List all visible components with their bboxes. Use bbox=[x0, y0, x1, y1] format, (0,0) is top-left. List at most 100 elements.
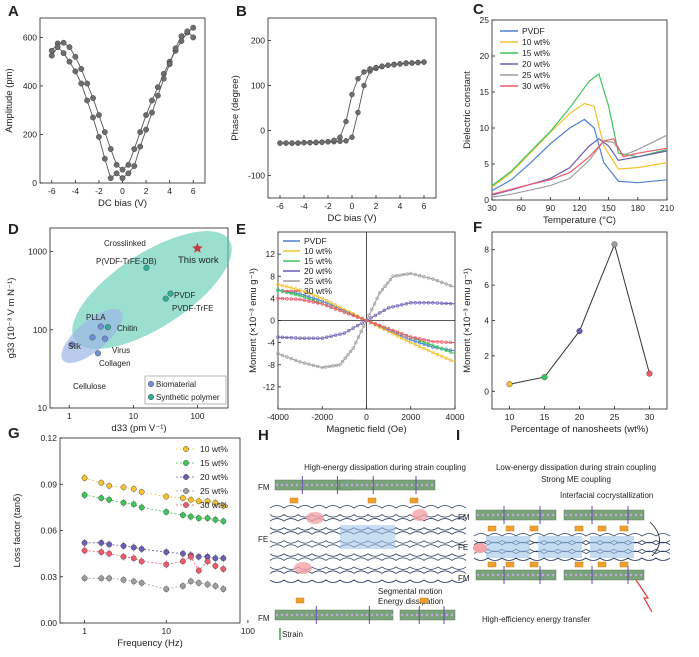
data-point bbox=[220, 566, 227, 572]
atom-dot bbox=[395, 483, 399, 487]
legend-item: Biomaterial bbox=[156, 380, 196, 389]
data-point bbox=[166, 61, 173, 68]
x-tick-label: 90 bbox=[546, 203, 556, 213]
data-point bbox=[280, 296, 285, 301]
data-point bbox=[391, 274, 395, 278]
data-point bbox=[413, 272, 417, 277]
data-point bbox=[409, 335, 413, 339]
data-point bbox=[405, 272, 409, 276]
series-line-moment bbox=[509, 242, 650, 385]
data-point bbox=[295, 140, 301, 146]
data-point bbox=[280, 353, 285, 358]
atom-dot bbox=[370, 613, 374, 617]
x-tick-label: -2000 bbox=[311, 412, 333, 422]
data-point bbox=[316, 364, 320, 369]
legend-item: 25 wt% bbox=[304, 276, 332, 286]
data-point bbox=[81, 475, 88, 481]
data-point bbox=[212, 516, 219, 523]
data-point bbox=[324, 365, 328, 369]
data-point bbox=[370, 307, 374, 312]
data-point bbox=[373, 313, 378, 318]
data-point bbox=[163, 509, 170, 515]
data-point bbox=[307, 299, 311, 303]
atom-dot bbox=[609, 513, 613, 517]
data-point bbox=[180, 558, 186, 565]
data-point bbox=[302, 361, 307, 365]
data-point bbox=[106, 496, 113, 503]
data-point bbox=[60, 50, 67, 57]
atom-dot bbox=[310, 483, 314, 487]
data-point bbox=[138, 580, 145, 586]
atom-dot bbox=[531, 513, 535, 517]
atom-dot bbox=[385, 483, 389, 487]
data-point bbox=[289, 297, 293, 301]
atom-dot bbox=[405, 483, 409, 487]
atom-dot bbox=[604, 573, 608, 577]
ferromagnetic-layer bbox=[475, 569, 557, 581]
data-point bbox=[143, 126, 149, 133]
data-point bbox=[302, 290, 307, 294]
data-point bbox=[48, 52, 55, 59]
atom-dot bbox=[481, 573, 485, 577]
point-annotation: P(VDF-TrFE-DB) bbox=[96, 257, 157, 266]
data-point bbox=[382, 308, 386, 313]
panel-h: High-energy dissipation during strain co… bbox=[258, 463, 467, 640]
atom-dot bbox=[330, 613, 334, 617]
atom-dot bbox=[285, 613, 289, 617]
data-point bbox=[349, 134, 355, 140]
atom-dot bbox=[579, 573, 583, 577]
x-tick-label: 60 bbox=[516, 203, 526, 213]
y-tick-label: 0 bbox=[484, 386, 489, 396]
atom-dot bbox=[295, 613, 299, 617]
data-point bbox=[417, 273, 422, 278]
data-point bbox=[130, 578, 137, 585]
data-point bbox=[415, 59, 421, 66]
data-point bbox=[307, 362, 311, 366]
data-point bbox=[395, 304, 400, 308]
panel-label-f: F bbox=[473, 219, 482, 236]
legend-marker bbox=[183, 502, 189, 508]
atom-dot bbox=[516, 573, 520, 577]
crystal-region bbox=[590, 536, 634, 558]
data-point bbox=[98, 479, 105, 486]
x-tick-label: 180 bbox=[631, 203, 645, 213]
y-tick-label: -12 bbox=[263, 382, 276, 392]
data-point bbox=[422, 346, 426, 351]
polymer-chain bbox=[269, 553, 467, 557]
data-point bbox=[431, 277, 435, 281]
atom-dot bbox=[599, 573, 603, 577]
data-point bbox=[96, 112, 102, 118]
y-tick-label: 200 bbox=[23, 129, 37, 139]
atom-dot bbox=[584, 573, 588, 577]
y-axis-label: Phase (degree) bbox=[230, 75, 241, 140]
data-point bbox=[294, 358, 298, 363]
data-point bbox=[401, 272, 406, 277]
data-point bbox=[313, 139, 319, 145]
data-point bbox=[347, 309, 351, 314]
x-tick-label: 20 bbox=[575, 412, 585, 422]
atom-dot bbox=[380, 483, 384, 487]
data-point bbox=[120, 553, 127, 560]
data-point bbox=[444, 282, 448, 286]
data-point bbox=[413, 342, 417, 347]
atom-dot bbox=[280, 613, 284, 617]
data-point bbox=[195, 567, 202, 574]
data-point bbox=[113, 161, 120, 168]
data-point bbox=[324, 298, 329, 303]
data-point bbox=[355, 323, 360, 328]
data-point bbox=[138, 558, 145, 565]
polymer-chain bbox=[269, 579, 467, 583]
atom-dot bbox=[541, 513, 545, 517]
data-point bbox=[343, 356, 347, 360]
legend-swatch bbox=[147, 394, 154, 401]
data-point bbox=[90, 114, 96, 121]
axes-frame bbox=[267, 17, 437, 199]
data-point bbox=[435, 301, 439, 305]
data-point bbox=[107, 146, 114, 152]
atom-dot bbox=[634, 573, 638, 577]
data-point bbox=[298, 360, 302, 364]
data-point bbox=[373, 64, 379, 71]
data-point bbox=[163, 549, 170, 555]
data-point bbox=[422, 275, 426, 279]
data-point bbox=[327, 364, 332, 369]
